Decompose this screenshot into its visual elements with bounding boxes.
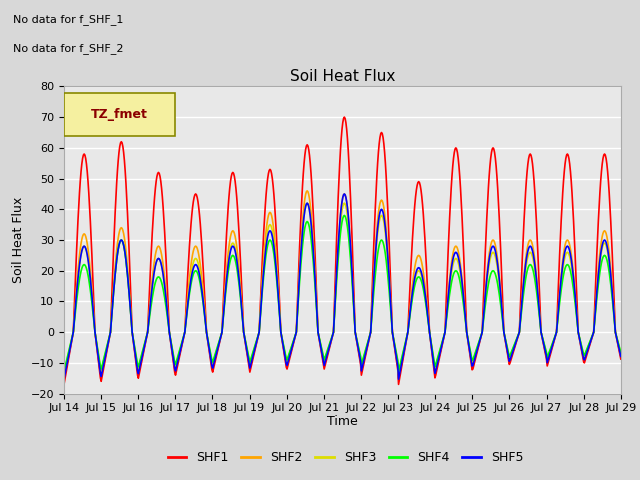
SHF5 [127,319,135,325]
SHF5 [60,376,68,382]
SHF3 [127,319,135,325]
SHF5 [617,353,625,359]
SHF5 [428,341,435,347]
SHF3 [184,297,192,303]
SHF1 [214,349,221,355]
Line: SHF1: SHF1 [64,117,621,384]
SHF5 [411,275,419,280]
Text: TZ_fmet: TZ_fmet [92,108,148,120]
SHF1 [617,356,625,362]
SHF4 [214,344,221,350]
SHF5 [214,347,221,353]
SHF4 [70,322,78,327]
Line: SHF5: SHF5 [64,194,621,379]
Line: SHF3: SHF3 [64,203,621,374]
SHF2 [214,346,221,352]
SHF2 [127,318,135,324]
X-axis label: Time: Time [327,415,358,428]
SHF2 [303,188,311,194]
Text: No data for f_SHF_1: No data for f_SHF_1 [13,14,123,25]
Title: Soil Heat Flux: Soil Heat Flux [290,69,395,84]
SHF4 [127,319,135,325]
SHF5 [340,191,348,197]
SHF4 [411,282,419,288]
SHF2 [184,292,192,298]
SHF3 [70,320,78,325]
SHF1 [127,308,135,314]
SHF3 [411,277,419,283]
SHF1 [428,342,435,348]
Legend: SHF1, SHF2, SHF3, SHF4, SHF5: SHF1, SHF2, SHF3, SHF4, SHF5 [163,446,529,469]
SHF2 [617,352,625,358]
SHF2 [428,340,435,346]
FancyBboxPatch shape [64,93,175,135]
Line: SHF2: SHF2 [64,191,621,376]
SHF1 [411,202,419,207]
SHF1 [70,309,78,315]
SHF2 [70,318,78,324]
SHF4 [617,349,625,355]
Y-axis label: Soil Heat Flux: Soil Heat Flux [12,197,25,283]
SHF3 [303,200,311,206]
SHF1 [60,382,68,387]
SHF4 [184,302,192,308]
SHF1 [340,114,348,120]
SHF4 [428,339,435,345]
Line: SHF4: SHF4 [64,216,621,372]
SHF3 [60,371,68,377]
SHF4 [60,369,68,374]
SHF1 [184,269,192,275]
Text: No data for f_SHF_2: No data for f_SHF_2 [13,43,124,54]
SHF3 [214,345,221,351]
SHF5 [184,300,192,306]
SHF4 [340,213,348,218]
SHF3 [617,351,625,357]
SHF5 [70,320,78,325]
SHF3 [428,340,435,346]
SHF2 [411,264,419,270]
SHF2 [60,373,68,379]
